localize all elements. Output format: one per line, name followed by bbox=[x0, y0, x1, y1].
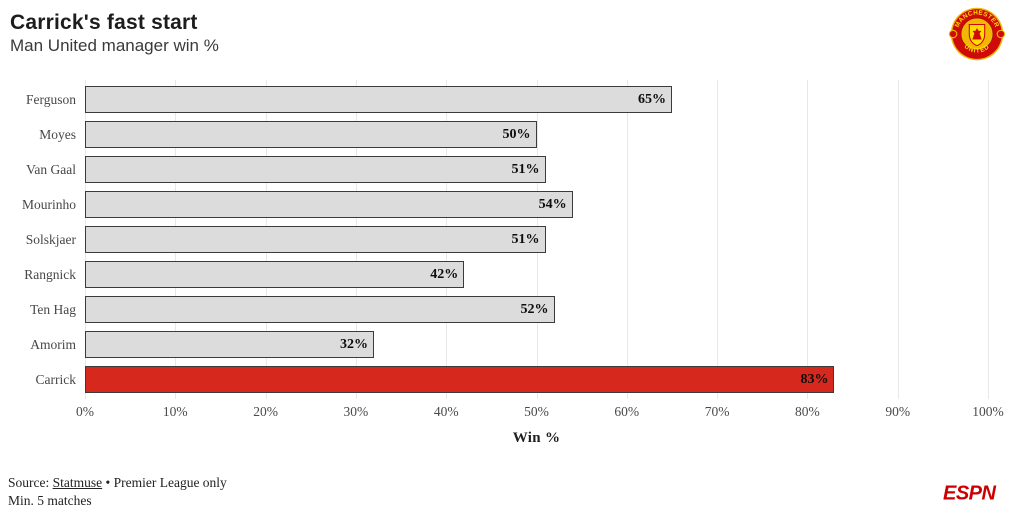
x-tick-label: 50% bbox=[524, 404, 549, 419]
chart-row: Mourinho 54% bbox=[0, 187, 1020, 222]
gridline bbox=[897, 80, 899, 399]
x-tick-label: 80% bbox=[795, 404, 820, 419]
bar-value-label: 54% bbox=[538, 196, 567, 212]
bar-value-label: 32% bbox=[339, 336, 368, 352]
category-label: Moyes bbox=[39, 126, 76, 142]
gridline bbox=[626, 80, 628, 399]
bar-value-label: 50% bbox=[502, 126, 531, 142]
bar-track: 32% bbox=[85, 331, 988, 358]
chart-row: Rangnick 42% bbox=[0, 257, 1020, 292]
bar-van-gaal: 51% bbox=[85, 156, 546, 183]
bar-ten-hag: 52% bbox=[85, 296, 555, 323]
x-tick-label: 10% bbox=[162, 404, 188, 419]
chart-row: Amorim 32% bbox=[0, 327, 1020, 362]
page-title: Carrick's fast start bbox=[10, 11, 198, 34]
x-tick-label: 60% bbox=[614, 404, 640, 419]
bar-amorim: 32% bbox=[85, 331, 374, 358]
bar-track: 51% bbox=[85, 156, 988, 183]
chart-row: Solskjaer 51% bbox=[0, 222, 1020, 257]
gridline bbox=[717, 80, 719, 399]
bar-carrick: 83% bbox=[85, 366, 835, 393]
chart-row: Carrick 83% bbox=[0, 362, 1020, 397]
bar-mourinho: 54% bbox=[85, 191, 573, 218]
gridline bbox=[807, 80, 809, 399]
bar-track: 51% bbox=[85, 226, 988, 253]
gridline bbox=[988, 80, 989, 399]
category-label: Amorim bbox=[30, 336, 76, 352]
category-label: Van Gaal bbox=[26, 161, 76, 177]
x-axis: 0% 10% 20% 30% 40% 50% 60% 70% 80% 90% 100% bbox=[76, 404, 1004, 424]
chart-header: Carrick's fast start Man United manager … bbox=[10, 10, 219, 57]
bar-value-label: 65% bbox=[637, 91, 666, 107]
category-label: Solskjaer bbox=[25, 231, 76, 247]
bar-track: 50% bbox=[85, 121, 988, 148]
category-label: Mourinho bbox=[22, 196, 76, 212]
chart-rows: Ferguson 65% Moyes 50% Van Gaal 51% Mourinho 54… bbox=[0, 82, 1020, 397]
x-axis-title: Win % bbox=[512, 430, 561, 446]
footer: Source: Statmuse • Premier League only M… bbox=[8, 474, 227, 510]
x-tick-label: 20% bbox=[253, 404, 278, 419]
bar-moyes: 50% bbox=[85, 121, 537, 148]
x-tick-label: 40% bbox=[433, 404, 459, 419]
source-link[interactable]: Statmuse bbox=[52, 475, 103, 491]
chart-row: Van Gaal 51% bbox=[0, 152, 1020, 187]
espn-wordmark: ESPN bbox=[943, 483, 997, 505]
source-line: Source: Statmuse • Premier League only bbox=[8, 474, 227, 492]
bar-track: 65% bbox=[85, 86, 988, 113]
x-tick-label: 0% bbox=[76, 404, 94, 419]
x-tick-label: 70% bbox=[704, 404, 730, 419]
chart-row: Moyes 50% bbox=[0, 117, 1020, 152]
bar-value-label: 42% bbox=[430, 266, 459, 282]
man-united-crest-icon: MANCHESTER UNITED bbox=[948, 7, 1006, 61]
category-label: Ferguson bbox=[25, 91, 76, 107]
chart-row: Ferguson 65% bbox=[0, 82, 1020, 117]
footnote: Min. 5 matches bbox=[8, 493, 92, 509]
chart-row: Ten Hag 52% bbox=[0, 292, 1020, 327]
bar-track: 54% bbox=[85, 191, 988, 218]
category-label: Rangnick bbox=[24, 266, 76, 282]
espn-logo-icon: ESPN bbox=[943, 483, 997, 505]
bar-chart: Ferguson 65% Moyes 50% Van Gaal 51% Mourinho 54… bbox=[0, 80, 1020, 460]
source-rest: • Premier League only bbox=[102, 475, 227, 491]
bar-track: 83% bbox=[85, 366, 988, 393]
bar-value-label: 51% bbox=[511, 161, 540, 177]
x-tick-label: 90% bbox=[885, 404, 911, 419]
category-label: Ten Hag bbox=[30, 301, 76, 317]
bar-value-label: 83% bbox=[800, 371, 829, 387]
bar-rangnick: 42% bbox=[85, 261, 465, 288]
x-tick-label: 100% bbox=[972, 404, 1004, 419]
bar-value-label: 52% bbox=[520, 301, 549, 317]
category-label: Carrick bbox=[35, 371, 76, 387]
bar-solskjaer: 51% bbox=[85, 226, 546, 253]
source-prefix: Source: bbox=[8, 475, 53, 491]
bar-value-label: 51% bbox=[511, 231, 540, 247]
bar-track: 42% bbox=[85, 261, 988, 288]
bar-track: 52% bbox=[85, 296, 988, 323]
x-tick-label: 30% bbox=[343, 404, 369, 419]
page-subtitle: Man United manager win % bbox=[10, 36, 219, 56]
svg-text:UNITED: UNITED bbox=[963, 43, 992, 55]
crest-bottom-text: UNITED bbox=[963, 43, 991, 55]
bar-ferguson: 65% bbox=[85, 86, 672, 113]
